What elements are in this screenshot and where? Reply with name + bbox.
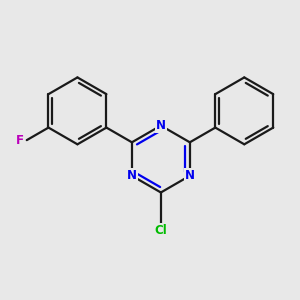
Text: N: N	[156, 119, 166, 132]
Text: N: N	[185, 169, 195, 182]
Text: N: N	[127, 169, 137, 182]
Text: Cl: Cl	[154, 224, 167, 237]
Text: F: F	[16, 134, 24, 147]
